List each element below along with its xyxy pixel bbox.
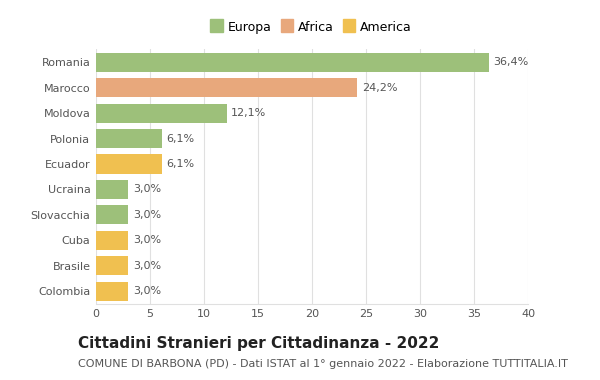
Text: 6,1%: 6,1% (166, 159, 194, 169)
Text: 3,0%: 3,0% (133, 184, 161, 195)
Bar (96, 205, 128, 225)
Text: Cittadini Stranieri per Cittadinanza - 2022: Cittadini Stranieri per Cittadinanza - 2… (78, 336, 439, 351)
Text: 3,0%: 3,0% (133, 261, 161, 271)
Bar (96, 103, 227, 123)
Text: 12,1%: 12,1% (231, 108, 266, 118)
Bar (96, 256, 128, 276)
Text: 3,0%: 3,0% (133, 235, 161, 245)
Text: 36,4%: 36,4% (493, 57, 529, 67)
Text: 3,0%: 3,0% (133, 286, 161, 296)
Bar (96, 52, 489, 72)
Text: 6,1%: 6,1% (166, 133, 194, 144)
Bar (96, 282, 128, 301)
Bar (96, 180, 128, 199)
Legend: Europa, Africa, America: Europa, Africa, America (208, 17, 416, 38)
Text: 3,0%: 3,0% (133, 210, 161, 220)
Text: 24,2%: 24,2% (362, 82, 397, 93)
Bar (96, 231, 128, 250)
Bar (96, 154, 162, 174)
Bar (96, 78, 358, 97)
Bar (96, 129, 162, 148)
Text: COMUNE DI BARBONA (PD) - Dati ISTAT al 1° gennaio 2022 - Elaborazione TUTTITALIA: COMUNE DI BARBONA (PD) - Dati ISTAT al 1… (78, 359, 568, 369)
